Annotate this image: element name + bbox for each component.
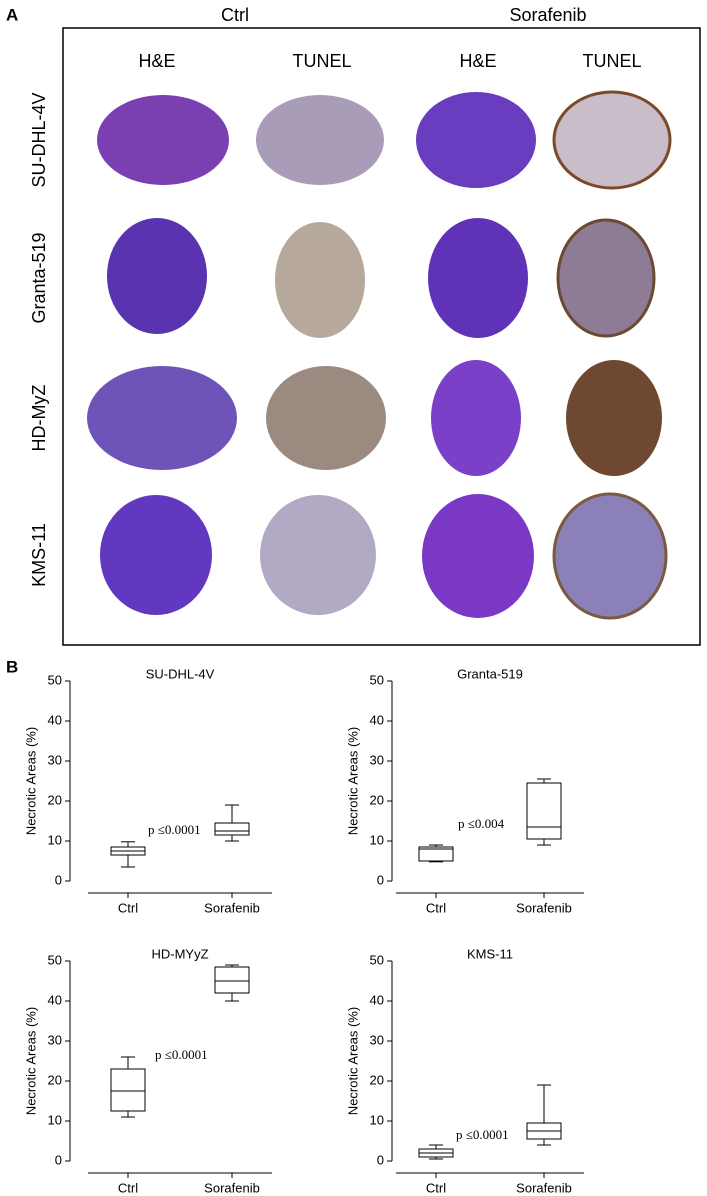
panel-label: A xyxy=(6,5,18,24)
row-label: KMS-11 xyxy=(29,523,49,587)
x-tick-label: Sorafenib xyxy=(516,900,572,915)
y-tick-label: 30 xyxy=(48,1032,62,1047)
x-tick-label: Sorafenib xyxy=(516,1180,572,1195)
y-axis-label: Necrotic Areas (%) xyxy=(345,727,360,835)
tissue-image xyxy=(100,495,212,615)
y-tick-label: 20 xyxy=(370,1072,384,1087)
x-tick-label: Sorafenib xyxy=(204,900,260,915)
tissue-image xyxy=(566,360,662,476)
panel-label: B xyxy=(6,657,18,676)
tissue-image xyxy=(275,222,365,338)
tissue-image xyxy=(107,218,207,334)
y-tick-label: 10 xyxy=(370,832,384,847)
y-axis-label: Necrotic Areas (%) xyxy=(23,1007,38,1115)
x-tick-label: Sorafenib xyxy=(204,1180,260,1195)
row-label: Granta-519 xyxy=(29,232,49,323)
y-tick-label: 20 xyxy=(48,1072,62,1087)
y-tick-label: 0 xyxy=(55,872,62,887)
chart-title: Granta-519 xyxy=(457,666,523,681)
group-label: Sorafenib xyxy=(509,5,586,25)
chart-title: SU-DHL-4V xyxy=(146,666,215,681)
y-tick-label: 10 xyxy=(48,1112,62,1127)
y-tick-label: 30 xyxy=(370,752,384,767)
y-tick-label: 40 xyxy=(48,992,62,1007)
y-tick-label: 50 xyxy=(48,952,62,967)
chart-title: HD-MYyZ xyxy=(151,946,208,961)
stain-label: H&E xyxy=(459,51,496,71)
tissue-image xyxy=(97,95,229,185)
y-tick-label: 20 xyxy=(48,792,62,807)
y-tick-label: 30 xyxy=(48,752,62,767)
p-value: p ≤0.0001 xyxy=(155,1047,208,1062)
y-tick-label: 0 xyxy=(377,1152,384,1167)
tissue-image xyxy=(422,494,534,618)
tissue-image xyxy=(552,90,672,190)
chart-title: KMS-11 xyxy=(467,946,513,961)
x-tick-label: Ctrl xyxy=(426,900,446,915)
group-label: Ctrl xyxy=(221,5,249,25)
y-tick-label: 0 xyxy=(377,872,384,887)
p-value: p ≤0.0001 xyxy=(148,822,201,837)
tissue-image xyxy=(556,218,656,338)
y-tick-label: 0 xyxy=(55,1152,62,1167)
tissue-image xyxy=(416,92,536,188)
tissue-image xyxy=(431,360,521,476)
y-tick-label: 50 xyxy=(48,672,62,687)
y-axis-label: Necrotic Areas (%) xyxy=(345,1007,360,1115)
y-tick-label: 10 xyxy=(370,1112,384,1127)
box xyxy=(214,822,250,836)
box xyxy=(526,782,562,840)
box xyxy=(110,1068,146,1112)
row-label: HD-MyZ xyxy=(29,385,49,452)
y-axis-label: Necrotic Areas (%) xyxy=(23,727,38,835)
box xyxy=(418,846,454,862)
tissue-image xyxy=(260,495,376,615)
y-tick-label: 40 xyxy=(48,712,62,727)
tissue-image xyxy=(256,95,384,185)
x-tick-label: Ctrl xyxy=(426,1180,446,1195)
x-tick-label: Ctrl xyxy=(118,1180,138,1195)
y-tick-label: 10 xyxy=(48,832,62,847)
stain-label: TUNEL xyxy=(582,51,641,71)
y-tick-label: 50 xyxy=(370,672,384,687)
p-value: p ≤0.004 xyxy=(458,816,505,831)
tissue-image xyxy=(87,366,237,470)
y-tick-label: 20 xyxy=(370,792,384,807)
box xyxy=(214,966,250,994)
tissue-image xyxy=(266,366,386,470)
p-value: p ≤0.0001 xyxy=(456,1127,509,1142)
tissue-image xyxy=(428,218,528,338)
tissue-image xyxy=(552,492,668,620)
x-tick-label: Ctrl xyxy=(118,900,138,915)
y-tick-label: 40 xyxy=(370,992,384,1007)
tissue-images xyxy=(87,90,672,620)
stain-label: TUNEL xyxy=(292,51,351,71)
stain-label: H&E xyxy=(138,51,175,71)
y-tick-label: 30 xyxy=(370,1032,384,1047)
panel-frame xyxy=(62,27,701,646)
row-label: SU-DHL-4V xyxy=(29,92,49,187)
y-tick-label: 40 xyxy=(370,712,384,727)
y-tick-label: 50 xyxy=(370,952,384,967)
